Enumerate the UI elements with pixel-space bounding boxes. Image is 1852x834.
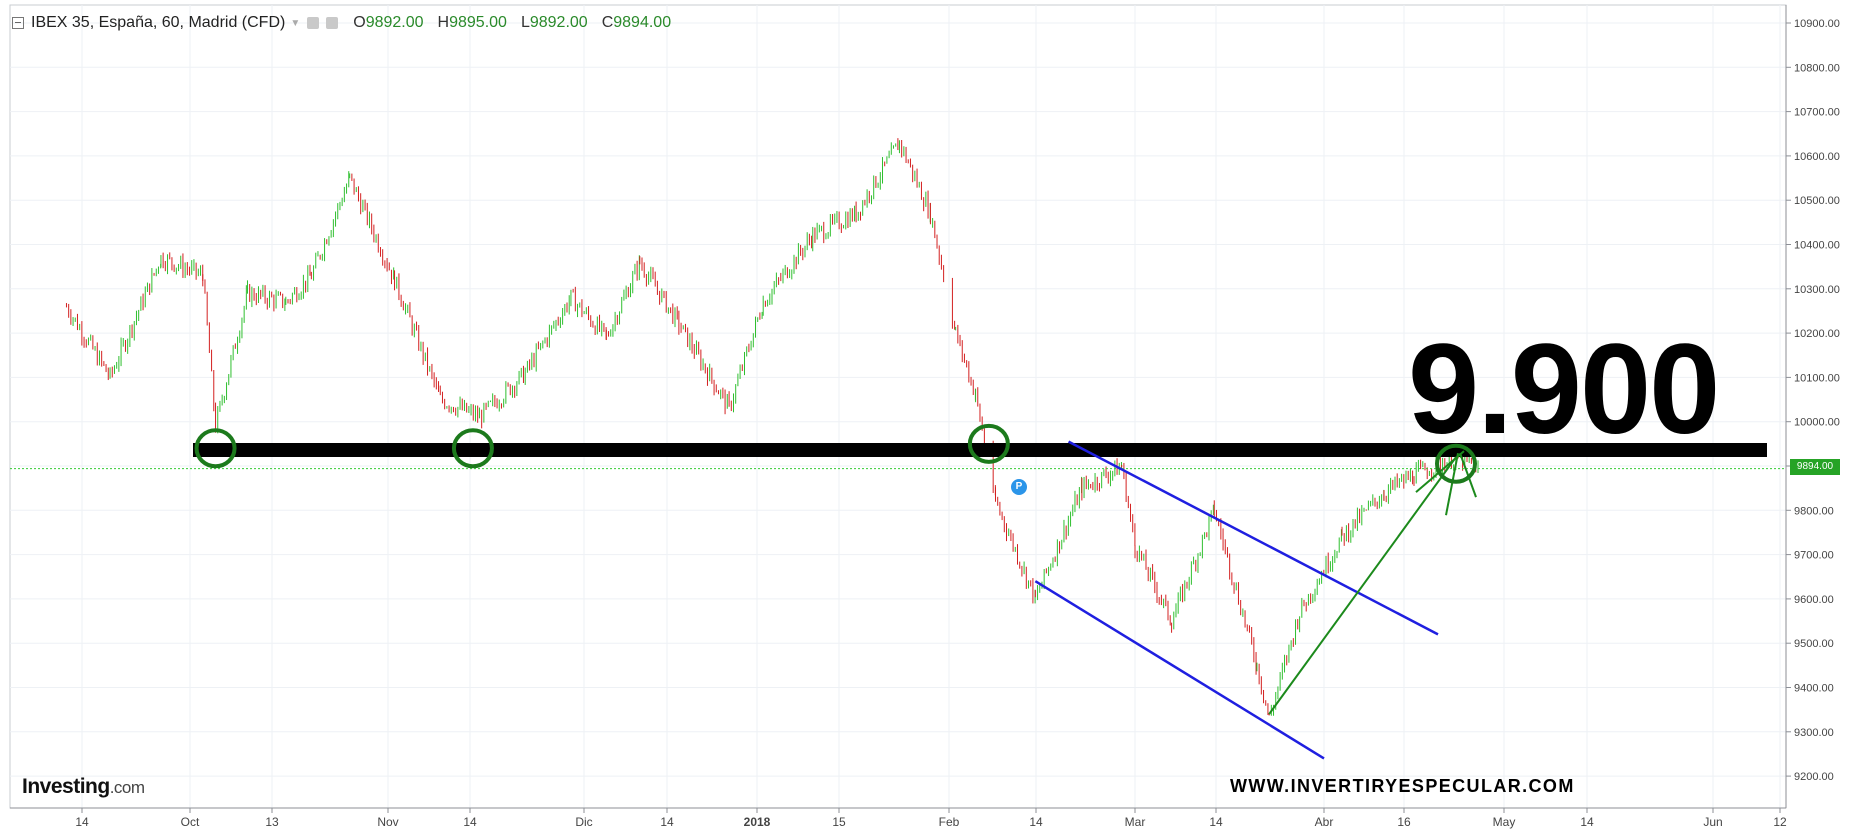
y-tick-label: 9600.00 bbox=[1794, 594, 1834, 606]
x-tick-label: 15 bbox=[832, 815, 846, 829]
x-tick-label: 14 bbox=[75, 815, 89, 829]
investing-logo[interactable]: Investing.com bbox=[22, 775, 145, 799]
ohlc-values: O9892.00 H9895.00 L9892.00 C9894.00 bbox=[353, 14, 671, 32]
y-tick-label: 9400.00 bbox=[1794, 683, 1834, 695]
x-tick-label: 2018 bbox=[744, 815, 771, 829]
event-marker-badge[interactable]: P bbox=[1011, 479, 1027, 495]
collapse-icon[interactable] bbox=[12, 17, 24, 29]
y-tick-label: 10400.00 bbox=[1794, 240, 1840, 252]
x-tick-label: 14 bbox=[1209, 815, 1223, 829]
y-tick-label: 10300.00 bbox=[1794, 284, 1840, 296]
visibility-icon[interactable] bbox=[307, 17, 320, 29]
low-value: 9892.00 bbox=[529, 14, 588, 31]
chevron-down-icon[interactable]: ▼ bbox=[290, 17, 301, 29]
level-annotation: 9.900 bbox=[1408, 318, 1720, 461]
x-tick-label: Jun bbox=[1703, 815, 1722, 829]
settings-icon[interactable] bbox=[326, 17, 339, 29]
open-value: 9892.00 bbox=[365, 14, 424, 31]
y-tick-label: 9300.00 bbox=[1794, 727, 1834, 739]
close-value: 9894.00 bbox=[613, 14, 672, 31]
trend-line-fan bbox=[1445, 452, 1459, 516]
x-tick-label: 14 bbox=[660, 815, 674, 829]
logo-suffix: .com bbox=[109, 778, 145, 797]
open-key: O bbox=[353, 14, 366, 31]
x-tick-label: Dic bbox=[575, 815, 592, 829]
y-tick-label: 10100.00 bbox=[1794, 372, 1840, 384]
y-tick-label: 9800.00 bbox=[1794, 505, 1834, 517]
x-tick-label: Feb bbox=[939, 815, 960, 829]
y-tick-label: 10900.00 bbox=[1794, 18, 1840, 30]
y-tick-label: 9200.00 bbox=[1794, 771, 1834, 783]
y-tick-label: 10500.00 bbox=[1794, 195, 1840, 207]
low-key: L bbox=[520, 14, 530, 31]
high-key: H bbox=[437, 14, 450, 31]
y-tick-label: 10700.00 bbox=[1794, 107, 1840, 119]
highlight-circle bbox=[967, 423, 1010, 464]
website-watermark: WWW.INVERTIRYESPECULAR.COM bbox=[1230, 776, 1575, 796]
x-tick-label: Nov bbox=[377, 815, 398, 829]
symbol-legend: IBEX 35, España, 60, Madrid (CFD) ▼ O989… bbox=[12, 11, 671, 35]
x-tick-label: 13 bbox=[265, 815, 279, 829]
trend-line bbox=[1268, 456, 1457, 715]
x-tick-label: 14 bbox=[1029, 815, 1043, 829]
x-tick-label: 14 bbox=[1580, 815, 1594, 829]
symbol-title[interactable]: IBEX 35, España, 60, Madrid (CFD) bbox=[31, 14, 286, 31]
y-tick-label: 10000.00 bbox=[1794, 417, 1840, 429]
y-tick-label: 9700.00 bbox=[1794, 550, 1834, 562]
x-tick-label: 12 bbox=[1773, 815, 1787, 829]
channel-line bbox=[1034, 580, 1325, 760]
x-tick-label: Mar bbox=[1125, 815, 1146, 829]
x-tick-label: Oct bbox=[181, 815, 200, 829]
highlight-circle bbox=[1435, 443, 1477, 484]
y-tick-label: 9500.00 bbox=[1794, 638, 1834, 650]
logo-main: Investing bbox=[22, 775, 110, 798]
x-tick-label: Abr bbox=[1315, 815, 1334, 829]
x-tick-label: 14 bbox=[463, 815, 477, 829]
y-tick-label: 10200.00 bbox=[1794, 328, 1840, 340]
y-tick-label: 10600.00 bbox=[1794, 151, 1840, 163]
channel-line bbox=[1067, 440, 1439, 636]
current-price-tag: 9894.00 bbox=[1790, 459, 1840, 475]
x-tick-label: 16 bbox=[1397, 815, 1411, 829]
high-value: 9895.00 bbox=[449, 14, 507, 31]
close-key: C bbox=[601, 14, 614, 31]
highlight-circle bbox=[194, 428, 237, 469]
highlight-circle bbox=[451, 428, 494, 469]
y-tick-label: 10800.00 bbox=[1794, 62, 1840, 74]
x-tick-label: May bbox=[1493, 815, 1516, 829]
